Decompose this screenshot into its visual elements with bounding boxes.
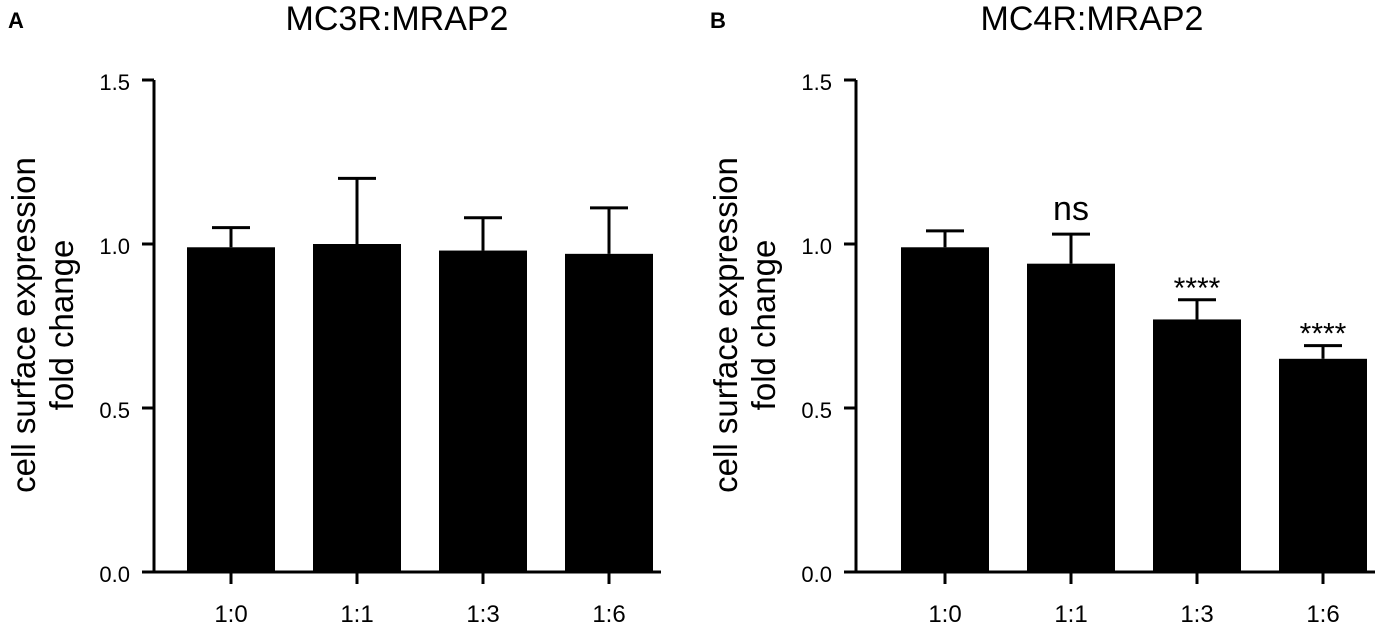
y-axis-label: fold change bbox=[43, 240, 80, 411]
y-tick-label: 0.5 bbox=[801, 398, 832, 423]
bar bbox=[1027, 263, 1115, 572]
y-tick-label: 1.0 bbox=[99, 234, 130, 259]
x-tick-label: 1:1 bbox=[1054, 601, 1087, 628]
bar bbox=[901, 247, 989, 572]
x-tick-label: 1:6 bbox=[592, 601, 625, 628]
significance-label: **** bbox=[1300, 318, 1347, 351]
bar bbox=[565, 253, 653, 572]
y-ticks: 0.0 0.5 1.0 1.5 bbox=[99, 70, 130, 587]
x-tick-label: 1:0 bbox=[928, 601, 961, 628]
bar bbox=[439, 250, 527, 572]
panel-b: B MC4R:MRAP2 cell surface expression fol… bbox=[707, 0, 1375, 628]
y-axis-label: fold change bbox=[745, 240, 782, 411]
bar bbox=[313, 244, 401, 572]
y-tick-label: 0.0 bbox=[801, 562, 832, 587]
chart-title: MC4R:MRAP2 bbox=[981, 0, 1204, 38]
bars-layer: 1:0 1:1 ns 1:3 **** 1:6 **** bbox=[844, 78, 1375, 628]
y-tick-label: 1.5 bbox=[801, 70, 832, 95]
bar bbox=[187, 247, 275, 572]
significance-label: ns bbox=[1053, 190, 1089, 228]
significance-label: **** bbox=[1174, 272, 1221, 305]
y-axis-label: cell surface expression bbox=[707, 157, 744, 493]
y-tick-label: 1.5 bbox=[99, 70, 130, 95]
x-tick-label: 1:3 bbox=[1180, 601, 1213, 628]
bar bbox=[1153, 319, 1241, 572]
y-ticks: 0.0 0.5 1.0 1.5 bbox=[801, 70, 832, 587]
y-axis-label: cell surface expression bbox=[5, 157, 42, 493]
panel-letter: A bbox=[8, 8, 24, 33]
x-tick-label: 1:3 bbox=[466, 601, 499, 628]
x-tick-label: 1:0 bbox=[214, 601, 247, 628]
bars-layer: 1:0 1:1 1:3 1:6 bbox=[142, 78, 661, 628]
y-tick-label: 0.0 bbox=[99, 562, 130, 587]
bar bbox=[1279, 358, 1367, 572]
x-tick-label: 1:1 bbox=[340, 601, 373, 628]
y-tick-label: 1.0 bbox=[801, 234, 832, 259]
y-tick-label: 0.5 bbox=[99, 398, 130, 423]
chart-title: MC3R:MRAP2 bbox=[286, 0, 509, 38]
panel-letter: B bbox=[710, 8, 726, 33]
x-tick-label: 1:6 bbox=[1306, 601, 1339, 628]
panel-a: A MC3R:MRAP2 cell surface expression fol… bbox=[5, 0, 661, 628]
